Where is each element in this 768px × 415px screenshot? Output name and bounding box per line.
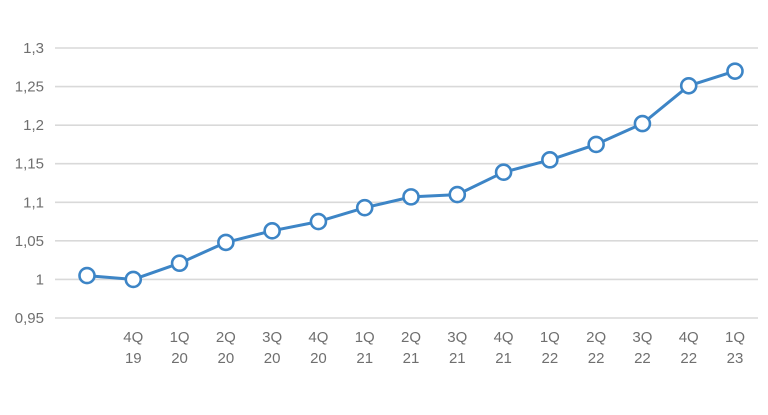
data-point <box>263 222 281 240</box>
x-tick-label: 3Q 22 <box>632 329 652 367</box>
x-tick-label: 3Q 21 <box>447 329 467 367</box>
x-tick-label: 4Q 20 <box>308 329 328 367</box>
data-point <box>402 188 420 206</box>
data-point <box>78 266 96 285</box>
data-point <box>494 163 513 181</box>
x-tick-label: 4Q 21 <box>494 329 514 367</box>
data-point <box>726 62 744 80</box>
y-tick-label: 1 <box>36 271 44 288</box>
series-line <box>85 69 737 281</box>
data-point <box>217 233 235 252</box>
x-tick-label: 1Q 23 <box>725 329 745 367</box>
data-point <box>679 77 698 95</box>
data-point <box>309 212 328 231</box>
x-axis: 4Q 19 1Q 20 2Q 20 3Q 20 4Q 20 1Q 21 2Q 21 3Q 21 4Q 21 1Q 22… <box>123 329 745 367</box>
data-point <box>170 254 189 273</box>
y-tick-label: 1,15 <box>15 156 44 173</box>
grid-layer <box>55 47 758 319</box>
data-point <box>587 135 605 154</box>
y-tick-label: 1,2 <box>23 117 44 134</box>
y-tick-label: 1,25 <box>15 79 44 96</box>
x-tick-label: 3Q 20 <box>262 329 282 367</box>
y-tick-label: 1,1 <box>23 194 44 211</box>
x-tick-label: 1Q 21 <box>355 329 375 367</box>
x-tick-label: 2Q 21 <box>401 329 421 367</box>
y-axis: 0,95 1 1,05 1,1 1,15 1,2 1,25 1,3 <box>15 40 44 327</box>
x-tick-label: 4Q 19 <box>123 329 143 367</box>
x-tick-label: 2Q 20 <box>216 329 236 367</box>
x-tick-label: 1Q 22 <box>540 329 560 367</box>
data-point <box>355 198 374 217</box>
data-point <box>124 270 143 289</box>
y-tick-label: 1,05 <box>15 233 44 250</box>
x-tick-label: 2Q 22 <box>586 329 606 367</box>
x-tick-label: 1Q 20 <box>170 329 190 367</box>
series-layer <box>78 62 744 289</box>
data-point <box>448 185 467 204</box>
data-point <box>633 114 652 133</box>
y-tick-label: 1,3 <box>23 40 44 57</box>
x-tick-label: 4Q 22 <box>679 329 699 367</box>
y-tick-label: 0,95 <box>15 310 44 327</box>
data-point <box>541 151 559 169</box>
